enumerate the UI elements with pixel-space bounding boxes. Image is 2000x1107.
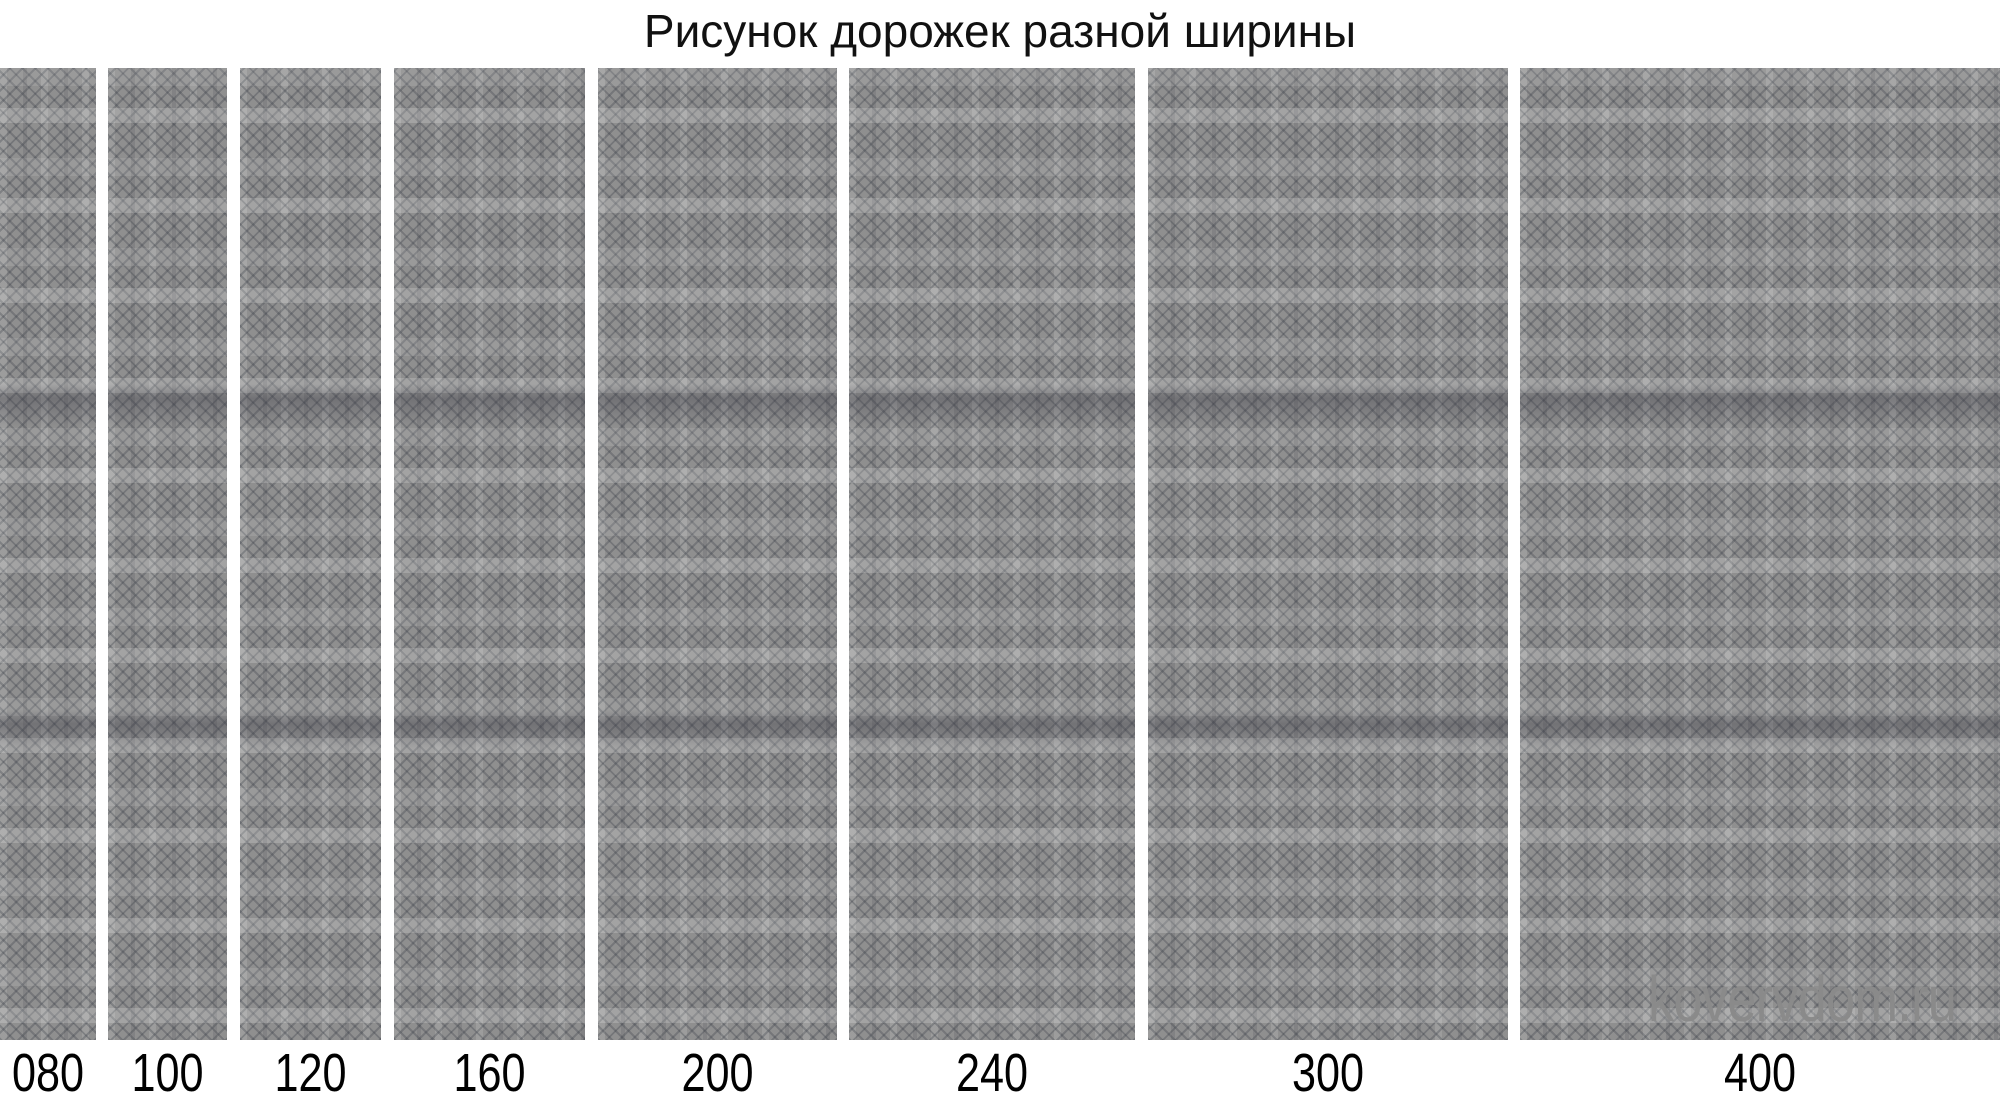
watermark: kovervdom.ru [1648,963,1957,1035]
runner-width-label: 300 [1291,1043,1365,1103]
runner-400-image [1520,68,2000,1040]
runner-width-label: 100 [131,1043,204,1103]
runner-100-image [108,68,227,1040]
runner-width-label: 160 [453,1043,526,1103]
runner-160-image [394,68,585,1040]
runner-width-label: 120 [274,1043,347,1103]
runner-200-image [598,68,837,1040]
runner-width-label: 080 [11,1043,85,1103]
runner-300-image [1148,68,1508,1040]
runner-width-label: 240 [955,1043,1029,1103]
runner-080-image [0,68,96,1040]
page-title: Рисунок дорожек разной ширины [643,5,1357,57]
runner-240-image [849,68,1135,1040]
runner-120-image [240,68,381,1040]
runner-width-label: 200 [681,1043,754,1103]
runner-width-label: 400 [1723,1043,1797,1103]
